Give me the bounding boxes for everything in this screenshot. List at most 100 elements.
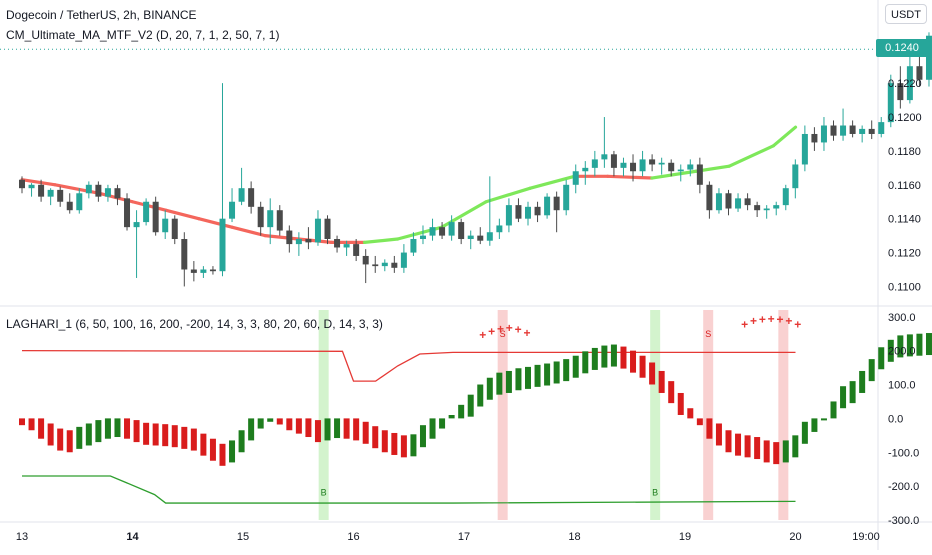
candle-body [868,128,875,134]
candle-body [248,188,255,207]
ma-line-segment [296,237,333,244]
oscillator-bar [601,345,608,368]
oscillator-bar [381,430,388,453]
candle-body [391,262,398,268]
symbol-title[interactable]: Dogecoin / TetherUS, 2h, BINANCE [6,8,197,22]
candle-body [114,188,121,199]
oscillator-bar [820,418,827,421]
candle-body [85,184,92,194]
candle-body [601,154,608,160]
time-tick-label: 19:00 [852,531,880,543]
candle-body [372,264,379,267]
candle-body [143,201,150,223]
axis-layer: 0.1100 0.1120 0.1140 0.1160 0.1180 0.1200 0.12… [16,44,922,543]
candle-body [763,208,770,211]
candle-body [286,230,293,245]
oscillator-bar [419,425,426,448]
candle-body [57,189,64,202]
oscillator-tick-label: 300.0 [888,312,916,324]
oscillator-bar [305,418,312,438]
oscillator-bar [534,364,541,387]
price-tick-label: 0.1200 [888,112,922,124]
candle-body [28,184,35,189]
candle-body [735,198,742,209]
candle-body [696,164,703,185]
candle-body [792,164,799,189]
oscillator-bar [906,334,913,357]
oscillator-bar [887,339,894,362]
oscillator-bar [104,418,111,439]
plus-marker: + [488,324,495,338]
oscillator-bar [754,437,761,460]
oscillator-bar [372,426,379,449]
candle-body [429,227,436,236]
oscillator-bar [85,423,92,446]
oscillator-bar [38,418,45,439]
plus-marker: + [750,314,757,328]
oscillator-bar [868,359,875,382]
oscillator-bar [334,418,341,439]
oscillator-bar [849,381,856,404]
candle-body [66,201,73,211]
time-tick-label: 14 [126,531,139,543]
oscillator-bar [897,335,904,358]
oscillator-tick-label: -200.0 [888,481,919,493]
candle-body [859,128,866,134]
oscillator-bar [477,384,484,407]
candle-body [496,225,503,233]
oscillator-bar [448,415,455,419]
candle-body [534,206,541,216]
candle-body [677,169,684,172]
candle-body [525,206,532,219]
currency-selector-button[interactable]: USDT [885,4,927,24]
candle-body [649,159,656,165]
ma-line-segment [606,174,654,180]
oscillator-bar [410,434,417,457]
oscillator-bar [859,370,866,393]
ma-line-segment [484,186,532,204]
oscillator-bar [209,438,216,461]
candle-body [267,210,274,228]
oscillator-bar [162,424,169,447]
price-tick-label: 0.1140 [888,214,921,226]
candle-body [353,244,360,256]
oscillator-tick-label: -300.0 [888,515,919,527]
oscillator-bar [916,333,923,356]
oscillator-tick-label: -100.0 [888,447,919,459]
time-tick-label: 16 [347,531,359,543]
oscillator-bar [696,418,703,426]
oscillator-bar [620,346,627,369]
time-tick-label: 15 [237,531,249,543]
candle-body [171,218,178,240]
oscillator-bar [76,426,83,449]
plus-marker: + [523,326,530,340]
price-pane [0,32,932,287]
buy-signal-label: B [321,488,327,498]
candle-body [754,205,761,211]
oscillator-bar [238,430,245,453]
candle-body [133,222,140,228]
candle-body [572,171,579,185]
candle-body [553,196,560,211]
candle-body [314,218,321,243]
oscillator-bar [582,351,589,374]
candle-body [124,198,131,228]
oscillator-bar [467,394,474,417]
oscillator-bar [124,418,131,439]
oscillator-indicator-legend[interactable]: LAGHARI_1 (6, 50, 100, 16, 200, -200, 14… [6,317,383,331]
ma-line-segment [771,125,798,148]
oscillator-bar [190,428,197,451]
oscillator-tick-label: 0.0 [888,413,903,425]
candle-body [410,239,417,253]
candle-body [849,125,856,134]
plus-marker: + [768,312,775,326]
oscillator-bar [630,350,637,373]
ma-indicator-legend[interactable]: CM_Ultimate_MA_MTF_V2 (D, 20, 7, 1, 2, 5… [6,28,280,42]
oscillator-bar [324,418,331,441]
candle-body [104,188,111,197]
candle-body [925,35,932,80]
plus-marker: + [759,313,766,327]
